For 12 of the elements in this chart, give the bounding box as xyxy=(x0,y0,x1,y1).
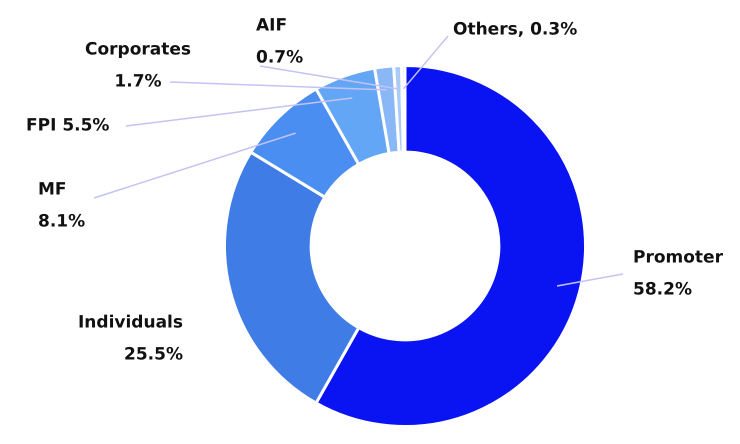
slice-label: AIF xyxy=(256,15,288,36)
data-label: 8.1% xyxy=(38,211,86,232)
slice-label: FPI 5.5% xyxy=(26,115,110,136)
data-label: 58.2% xyxy=(633,279,692,300)
data-label: 0.7% xyxy=(256,47,304,68)
slice-label: MF xyxy=(38,179,67,200)
data-label: 25.5% xyxy=(124,344,183,364)
slice-label: Others, 0.3% xyxy=(453,19,578,40)
slice-label: Corporates xyxy=(84,39,192,60)
data-label: 1.7% xyxy=(114,71,162,92)
slice-label: Individuals xyxy=(78,312,183,332)
slice-label: Promoter xyxy=(633,247,724,268)
